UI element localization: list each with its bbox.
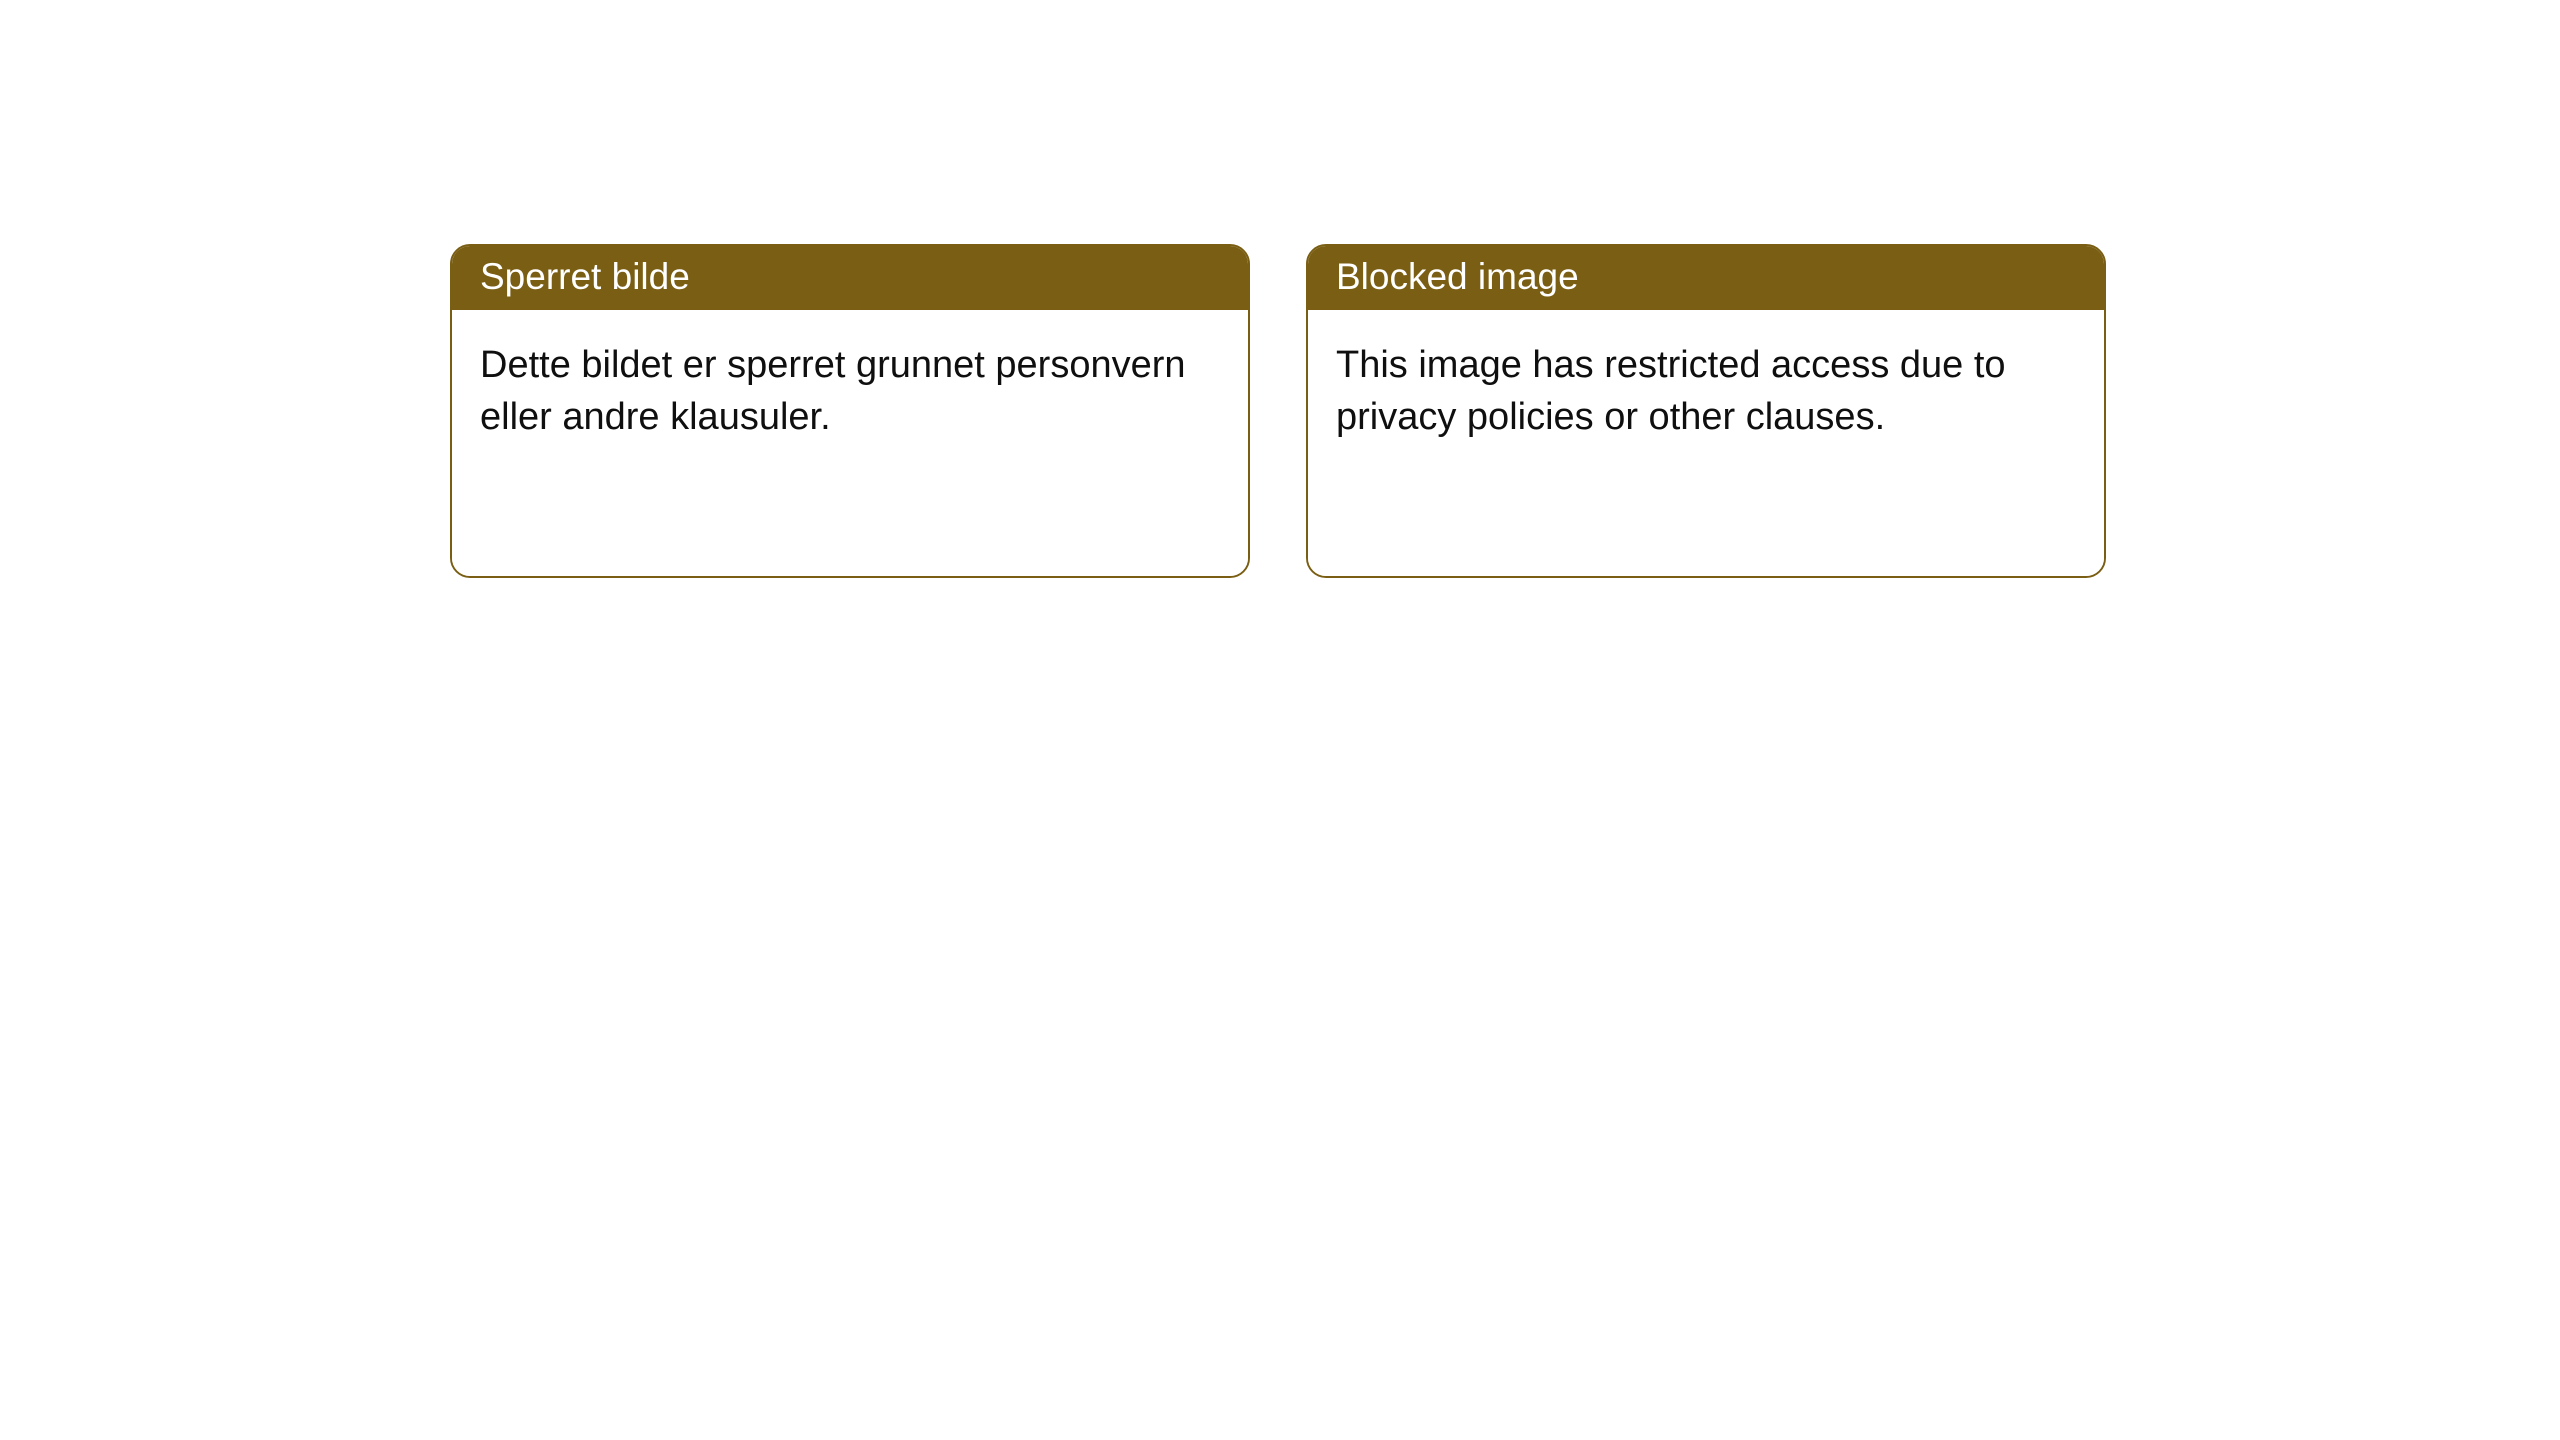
notice-card-english: Blocked image This image has restricted … — [1306, 244, 2106, 578]
card-body: This image has restricted access due to … — [1308, 310, 2104, 576]
card-title: Blocked image — [1336, 256, 1579, 297]
card-body: Dette bildet er sperret grunnet personve… — [452, 310, 1248, 576]
notice-container: Sperret bilde Dette bildet er sperret gr… — [450, 244, 2106, 578]
card-header: Sperret bilde — [452, 246, 1248, 310]
notice-card-norwegian: Sperret bilde Dette bildet er sperret gr… — [450, 244, 1250, 578]
card-message: Dette bildet er sperret grunnet personve… — [480, 340, 1220, 443]
card-header: Blocked image — [1308, 246, 2104, 310]
card-title: Sperret bilde — [480, 256, 690, 297]
card-message: This image has restricted access due to … — [1336, 340, 2076, 443]
